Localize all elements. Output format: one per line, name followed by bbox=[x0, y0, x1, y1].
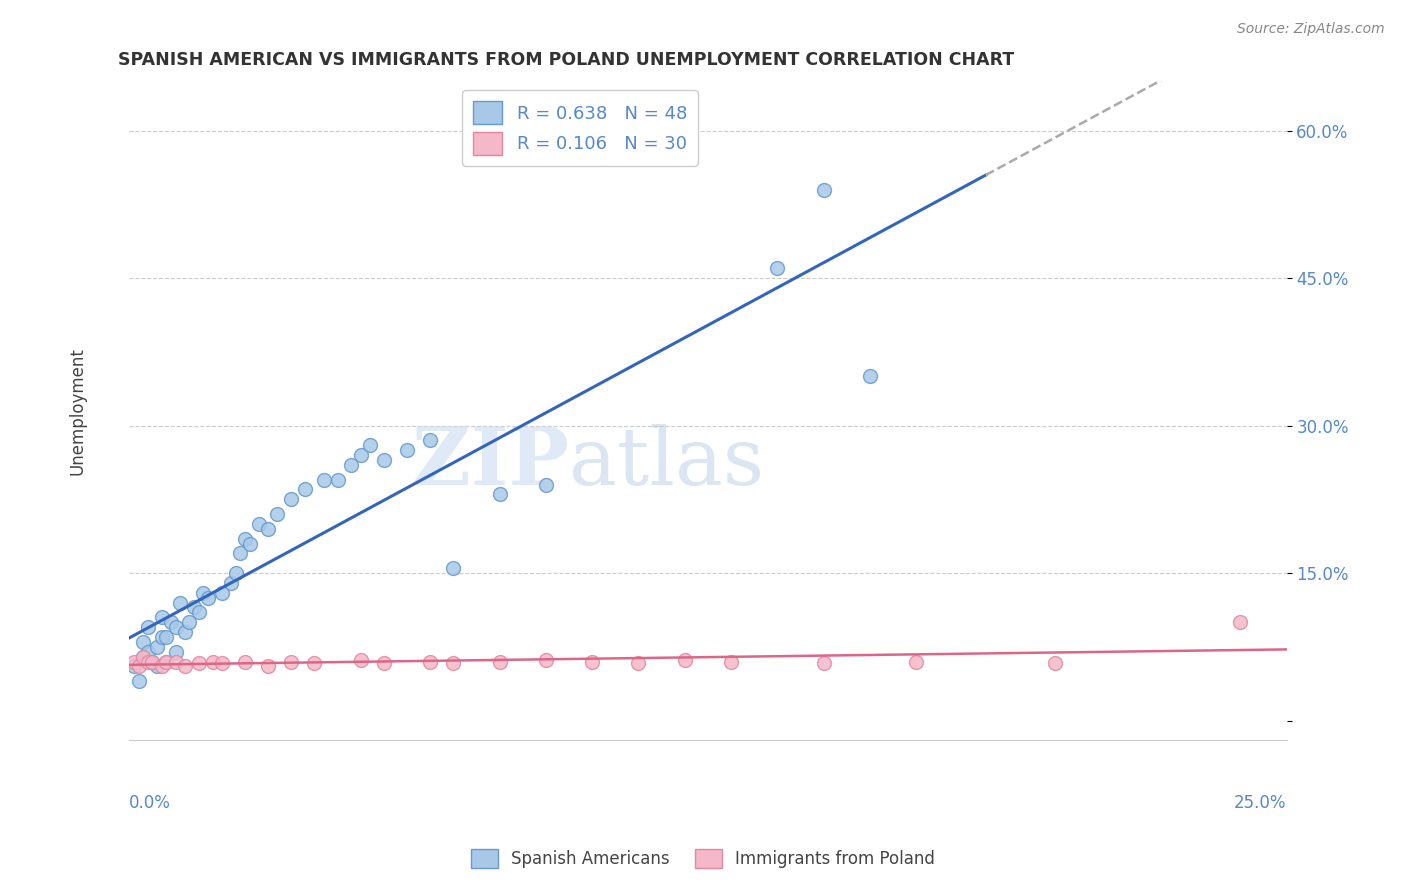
Point bbox=[136, 655, 159, 669]
Point bbox=[280, 655, 302, 669]
Point bbox=[141, 655, 163, 669]
Point bbox=[150, 610, 173, 624]
Point bbox=[155, 630, 177, 644]
Point bbox=[280, 492, 302, 507]
Point bbox=[193, 585, 215, 599]
Point bbox=[350, 652, 373, 666]
Point bbox=[247, 516, 270, 531]
Point bbox=[673, 652, 696, 666]
Point bbox=[239, 536, 262, 550]
Point bbox=[813, 182, 835, 196]
Point bbox=[146, 659, 169, 673]
Point bbox=[1229, 615, 1251, 630]
Point bbox=[187, 605, 209, 619]
Point bbox=[1043, 657, 1066, 671]
Text: atlas: atlas bbox=[569, 425, 765, 502]
Point bbox=[219, 575, 242, 590]
Point bbox=[326, 473, 349, 487]
Point bbox=[534, 652, 557, 666]
Point bbox=[395, 443, 418, 458]
Point bbox=[141, 655, 163, 669]
Point bbox=[132, 649, 155, 664]
Point bbox=[183, 600, 205, 615]
Point bbox=[122, 659, 145, 673]
Legend: Spanish Americans, Immigrants from Poland: Spanish Americans, Immigrants from Polan… bbox=[464, 842, 942, 875]
Point bbox=[122, 655, 145, 669]
Point bbox=[905, 655, 928, 669]
Point bbox=[150, 630, 173, 644]
Point bbox=[165, 655, 187, 669]
Point bbox=[160, 615, 183, 630]
Text: SPANISH AMERICAN VS IMMIGRANTS FROM POLAND UNEMPLOYMENT CORRELATION CHART: SPANISH AMERICAN VS IMMIGRANTS FROM POLA… bbox=[118, 51, 1014, 69]
Point bbox=[419, 434, 441, 448]
Point bbox=[229, 546, 252, 560]
Point bbox=[128, 659, 150, 673]
Point bbox=[132, 649, 155, 664]
Point bbox=[488, 487, 510, 501]
Point bbox=[257, 522, 280, 536]
Text: Source: ZipAtlas.com: Source: ZipAtlas.com bbox=[1237, 22, 1385, 37]
Point bbox=[211, 585, 233, 599]
Point bbox=[534, 477, 557, 491]
Point bbox=[169, 595, 191, 609]
Point bbox=[146, 640, 169, 654]
Point bbox=[197, 591, 219, 605]
Point bbox=[373, 453, 395, 467]
Point bbox=[350, 448, 373, 462]
Text: ZIP: ZIP bbox=[412, 425, 569, 502]
Point bbox=[859, 369, 882, 384]
Point bbox=[225, 566, 247, 580]
Point bbox=[165, 620, 187, 634]
Point bbox=[233, 532, 256, 546]
Text: Unemployment: Unemployment bbox=[69, 347, 86, 475]
Point bbox=[488, 655, 510, 669]
Point bbox=[340, 458, 363, 472]
Point bbox=[766, 261, 789, 276]
Point bbox=[136, 620, 159, 634]
Point bbox=[813, 657, 835, 671]
Point bbox=[155, 655, 177, 669]
Point bbox=[173, 625, 195, 640]
Point bbox=[187, 657, 209, 671]
Point bbox=[359, 438, 381, 452]
Point bbox=[627, 657, 650, 671]
Point bbox=[128, 674, 150, 689]
Point bbox=[136, 645, 159, 659]
Legend: R = 0.638   N = 48, R = 0.106   N = 30: R = 0.638 N = 48, R = 0.106 N = 30 bbox=[463, 90, 697, 166]
Point bbox=[132, 635, 155, 649]
Point bbox=[441, 657, 464, 671]
Point bbox=[155, 655, 177, 669]
Point bbox=[266, 507, 288, 521]
Point bbox=[165, 645, 187, 659]
Point bbox=[419, 655, 441, 669]
Point bbox=[173, 659, 195, 673]
Point bbox=[373, 657, 395, 671]
Point bbox=[257, 659, 280, 673]
Point bbox=[441, 561, 464, 575]
Text: 0.0%: 0.0% bbox=[129, 794, 172, 813]
Point bbox=[294, 483, 316, 497]
Point bbox=[720, 655, 742, 669]
Point bbox=[312, 473, 335, 487]
Point bbox=[150, 659, 173, 673]
Point bbox=[304, 657, 326, 671]
Point bbox=[201, 655, 224, 669]
Text: 25.0%: 25.0% bbox=[1234, 794, 1286, 813]
Point bbox=[179, 615, 201, 630]
Point bbox=[211, 657, 233, 671]
Point bbox=[233, 655, 256, 669]
Point bbox=[581, 655, 603, 669]
